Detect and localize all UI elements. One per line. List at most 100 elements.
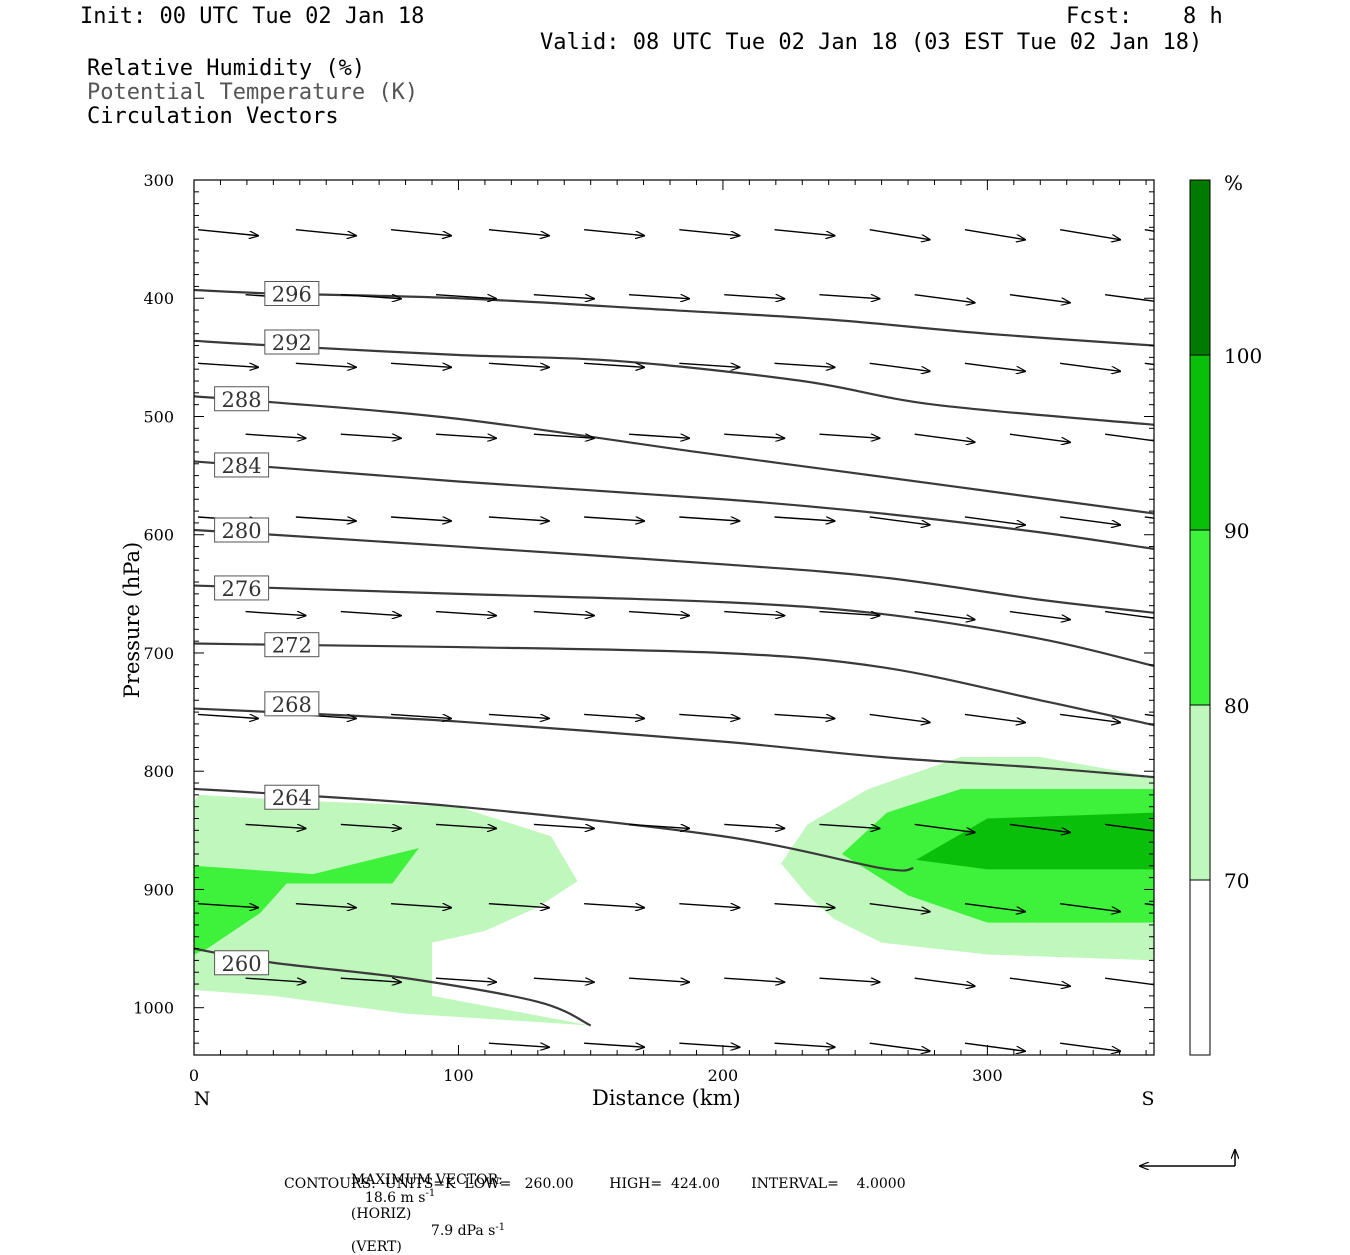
colorbar: 70 80 90 100% <box>1189 171 1262 1056</box>
contour-label: 272 <box>272 634 312 658</box>
contour-label: 296 <box>272 283 312 307</box>
legend-theta: Potential Temperature (K) <box>87 80 419 105</box>
circulation-vector <box>340 823 401 828</box>
max-vert-unit: (VERT) <box>350 1239 402 1255</box>
circulation-vector <box>629 610 689 616</box>
circulation-vector <box>914 977 975 986</box>
circulation-vector <box>488 902 549 908</box>
max-vector-line: MAXIMUM VECTOR: 18.6 m s-1 (HORIZ) 7.9 d… <box>342 1156 505 1255</box>
contour-label-box <box>264 784 320 810</box>
circulation-vector <box>488 1042 549 1047</box>
circulation-vector <box>435 293 496 299</box>
max-vert-value: 7.9 dPa s <box>430 1223 496 1240</box>
circulation-vector <box>1060 713 1120 722</box>
circulation-vector <box>869 1042 930 1051</box>
theta-contour <box>194 460 1154 551</box>
colorbar-swatch <box>1189 879 1211 1056</box>
circulation-vector <box>197 713 258 718</box>
colorbar-swatch <box>1189 529 1211 706</box>
north-label: N <box>194 1088 211 1110</box>
circulation-vector <box>197 902 258 908</box>
circulation-vector <box>1105 610 1154 619</box>
circulation-vector <box>774 902 835 908</box>
circulation-vector <box>774 228 835 236</box>
circulation-vector <box>435 610 496 616</box>
circulation-vector <box>964 1042 1025 1051</box>
humidity-region <box>194 848 419 955</box>
contour-label: 284 <box>222 454 262 478</box>
contour-label-box <box>264 691 320 717</box>
circulation-vector <box>245 977 306 982</box>
humidity-fill-layer <box>194 757 1154 1026</box>
circulation-vector <box>245 433 306 438</box>
contour-label: 268 <box>272 693 312 717</box>
theta-contour <box>194 395 1154 515</box>
circulation-vector <box>1009 294 1070 303</box>
contour-label: 276 <box>222 577 262 601</box>
circulation-vector <box>1060 516 1120 525</box>
contour-label: 264 <box>272 786 312 810</box>
circulation-vector <box>1105 823 1154 832</box>
circulation-vector <box>679 362 739 367</box>
circulation-vector <box>629 433 689 438</box>
y-axis-title: Pressure (hPa) <box>120 541 144 699</box>
circulation-vector <box>819 433 879 438</box>
max-horiz-value: 18.6 m s <box>364 1189 426 1206</box>
circulation-vector <box>391 362 451 367</box>
colorbar-label: 80 <box>1224 694 1249 718</box>
reference-vector-icon <box>1140 1150 1235 1166</box>
theta-contour <box>194 339 1154 426</box>
circulation-vector <box>629 977 689 982</box>
contour-label: 288 <box>222 388 262 412</box>
x-tick-label: 300 <box>972 1066 1003 1085</box>
horiz-exponent: -1 <box>425 1188 436 1199</box>
circulation-vector <box>340 433 401 438</box>
colorbar-unit: % <box>1224 171 1243 195</box>
x-axis-title: Distance (km) <box>592 1086 741 1110</box>
circulation-vector <box>488 713 549 718</box>
theta-contour <box>194 642 1154 727</box>
theta-contour <box>194 528 1154 614</box>
circulation-vector <box>1060 228 1120 240</box>
circulation-vector <box>1060 1042 1120 1051</box>
contour-label-layer: 296 292 288 284 280 276 272 268 264 260 <box>214 281 320 976</box>
contour-label-box <box>214 386 270 412</box>
legend-vectors: Circulation Vectors <box>87 104 339 129</box>
circulation-vector <box>869 516 930 525</box>
circulation-vector <box>340 293 401 299</box>
contour-label-box <box>214 575 270 601</box>
circulation-vector <box>390 228 451 236</box>
contour-label-box <box>264 281 320 307</box>
circulation-vector <box>679 713 739 718</box>
circulation-vector <box>435 823 496 828</box>
contour-label: 260 <box>222 952 262 976</box>
circulation-vector <box>869 362 930 371</box>
contour-label-box <box>214 950 270 976</box>
circulation-vector <box>964 902 1025 912</box>
circulation-vector <box>774 713 835 718</box>
circulation-vector <box>533 610 594 616</box>
contour-label-box <box>214 517 270 543</box>
circulation-vector <box>584 902 644 908</box>
y-tick-label: 900 <box>143 880 174 899</box>
colorbar-swatch <box>1189 179 1211 356</box>
circulation-vector <box>724 293 784 299</box>
circulation-vector <box>295 362 356 367</box>
x-tick-label: 100 <box>443 1066 474 1085</box>
circulation-vector <box>391 713 451 718</box>
contour-info: CONTOURS: UNITS=K LOW= 260.00 HIGH= 424.… <box>284 1176 906 1192</box>
axes-layer: 300 400 500 600 700 800 900 1000 0 100 200 300 N S <box>133 171 1154 1110</box>
circulation-vector <box>964 228 1025 240</box>
circulation-vector <box>1009 977 1070 986</box>
y-tick-label: 700 <box>143 644 174 663</box>
circulation-vector <box>197 362 258 367</box>
circulation-vector <box>914 294 975 303</box>
circulation-vector <box>914 823 975 832</box>
circulation-vector <box>724 823 784 828</box>
circulation-vector <box>1060 362 1120 371</box>
circulation-vector <box>1105 433 1154 442</box>
circulation-vector <box>435 977 496 982</box>
circulation-vector <box>533 977 594 982</box>
theta-contour <box>194 584 1154 668</box>
circulation-vector <box>819 823 879 828</box>
